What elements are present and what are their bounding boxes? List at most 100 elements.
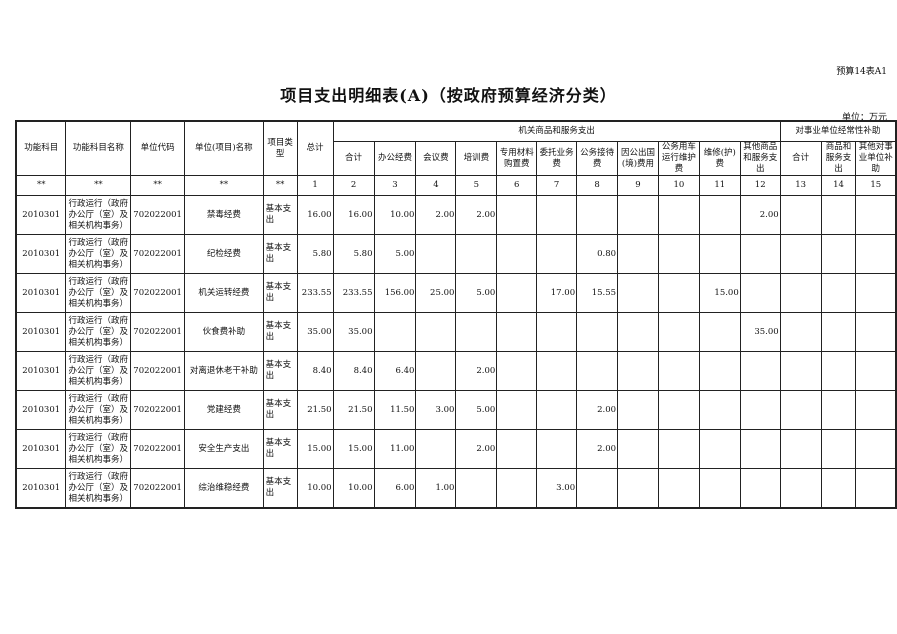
column-code: 11 bbox=[698, 175, 741, 196]
cell-value bbox=[698, 195, 741, 235]
cell-func-name: 行政运行（政府办公厅（室）及相关机构事务） bbox=[65, 312, 132, 352]
cell-value bbox=[455, 234, 498, 274]
cell-value: 2.00 bbox=[739, 195, 781, 235]
cell-value bbox=[820, 390, 857, 430]
cell-value bbox=[576, 312, 619, 352]
cell-unit-code: 702022001 bbox=[130, 273, 185, 313]
cell-func-code: 2010301 bbox=[15, 312, 67, 352]
table-row: 2010301 行政运行（政府办公厅（室）及相关机构事务） 702022001 对离退… bbox=[15, 351, 897, 391]
cell-value bbox=[698, 234, 741, 274]
header-g1-col: 专用材料购置费 bbox=[496, 141, 538, 176]
cell-value: 15.55 bbox=[576, 273, 619, 313]
cell-unit-code: 702022001 bbox=[130, 468, 185, 509]
cell-value bbox=[536, 429, 578, 469]
cell-value: 16.00 bbox=[296, 195, 334, 235]
cell-unit-code: 702022001 bbox=[130, 312, 185, 352]
cell-value bbox=[576, 468, 619, 509]
cell-value bbox=[698, 468, 741, 509]
cell-value bbox=[536, 312, 578, 352]
header-g2-col: 合计 bbox=[779, 141, 822, 176]
table-number: 预算14表A1 bbox=[836, 67, 887, 77]
header-func-name: 功能科目名称 bbox=[65, 120, 132, 176]
cell-value bbox=[855, 351, 897, 391]
cell-value bbox=[657, 468, 700, 509]
cell-unit-name: 综治维稳经费 bbox=[183, 468, 264, 509]
cell-value bbox=[617, 312, 659, 352]
cell-value bbox=[820, 273, 857, 313]
cell-unit-name: 纪检经费 bbox=[183, 234, 264, 274]
cell-value bbox=[820, 312, 857, 352]
cell-unit-name: 安全生产支出 bbox=[183, 429, 264, 469]
cell-value: 2.00 bbox=[455, 195, 498, 235]
header-func-code: 功能科目 bbox=[15, 120, 67, 176]
cell-unit-name: 党建经费 bbox=[183, 390, 264, 430]
column-code: 10 bbox=[657, 175, 700, 196]
cell-value bbox=[657, 429, 700, 469]
cell-value bbox=[617, 468, 659, 509]
cell-value bbox=[698, 312, 741, 352]
cell-func-code: 2010301 bbox=[15, 351, 67, 391]
cell-value bbox=[698, 429, 741, 469]
cell-func-code: 2010301 bbox=[15, 429, 67, 469]
cell-value: 5.80 bbox=[332, 234, 375, 274]
cell-value bbox=[373, 312, 417, 352]
cell-value: 5.00 bbox=[455, 390, 498, 430]
cell-value: 8.40 bbox=[296, 351, 334, 391]
cell-func-code: 2010301 bbox=[15, 273, 67, 313]
header-g1-col: 因公出国(境)费用 bbox=[617, 141, 659, 176]
cell-value bbox=[617, 273, 659, 313]
cell-func-name: 行政运行（政府办公厅（室）及相关机构事务） bbox=[65, 351, 132, 391]
cell-value: 35.00 bbox=[332, 312, 375, 352]
cell-value bbox=[820, 234, 857, 274]
cell-value: 10.00 bbox=[296, 468, 334, 509]
cell-value: 2.00 bbox=[576, 390, 619, 430]
cell-value bbox=[536, 195, 578, 235]
cell-value: 35.00 bbox=[296, 312, 334, 352]
cell-value bbox=[820, 195, 857, 235]
cell-func-name: 行政运行（政府办公厅（室）及相关机构事务） bbox=[65, 468, 132, 509]
table-row: 2010301 行政运行（政府办公厅（室）及相关机构事务） 702022001 机关运… bbox=[15, 273, 897, 313]
header-unit-name: 单位(项目)名称 bbox=[183, 120, 264, 176]
cell-value bbox=[617, 351, 659, 391]
cell-value: 6.40 bbox=[373, 351, 417, 391]
cell-value bbox=[496, 195, 538, 235]
cell-value bbox=[739, 351, 781, 391]
cell-unit-code: 702022001 bbox=[130, 351, 185, 391]
cell-proj-type: 基本支出 bbox=[262, 468, 298, 509]
column-code: ** bbox=[65, 175, 132, 196]
cell-value: 21.50 bbox=[296, 390, 334, 430]
cell-value bbox=[779, 429, 822, 469]
cell-value: 2.00 bbox=[455, 351, 498, 391]
cell-proj-type: 基本支出 bbox=[262, 390, 298, 430]
cell-value: 10.00 bbox=[373, 195, 417, 235]
header-g1-col: 公务接待费 bbox=[576, 141, 619, 176]
cell-func-code: 2010301 bbox=[15, 468, 67, 509]
cell-value: 3.00 bbox=[536, 468, 578, 509]
column-code: 6 bbox=[496, 175, 538, 196]
page-title: 项目支出明细表(A)（按政府预算经济分类） bbox=[280, 86, 617, 105]
cell-value bbox=[617, 429, 659, 469]
header-g1-col: 委托业务费 bbox=[536, 141, 578, 176]
cell-value bbox=[415, 312, 457, 352]
table-row: 2010301 行政运行（政府办公厅（室）及相关机构事务） 702022001 综治维… bbox=[15, 468, 897, 509]
cell-value: 6.00 bbox=[373, 468, 417, 509]
cell-value bbox=[779, 468, 822, 509]
cell-value: 21.50 bbox=[332, 390, 375, 430]
cell-value bbox=[820, 429, 857, 469]
cell-value bbox=[779, 234, 822, 274]
cell-value: 3.00 bbox=[415, 390, 457, 430]
cell-value bbox=[657, 273, 700, 313]
cell-value bbox=[855, 195, 897, 235]
expense-table: 功能科目 功能科目名称 单位代码 单位(项目)名称 项目类型 总计 机关商品和服… bbox=[15, 120, 897, 509]
cell-value bbox=[698, 351, 741, 391]
cell-value bbox=[855, 468, 897, 509]
cell-value: 5.00 bbox=[373, 234, 417, 274]
table-row: 2010301 行政运行（政府办公厅（室）及相关机构事务） 702022001 安全生… bbox=[15, 429, 897, 469]
cell-value bbox=[415, 234, 457, 274]
cell-value bbox=[415, 351, 457, 391]
cell-value bbox=[739, 234, 781, 274]
cell-func-code: 2010301 bbox=[15, 234, 67, 274]
table-row: 2010301 行政运行（政府办公厅（室）及相关机构事务） 702022001 纪检经… bbox=[15, 234, 897, 274]
cell-value bbox=[855, 429, 897, 469]
column-code: ** bbox=[183, 175, 264, 196]
